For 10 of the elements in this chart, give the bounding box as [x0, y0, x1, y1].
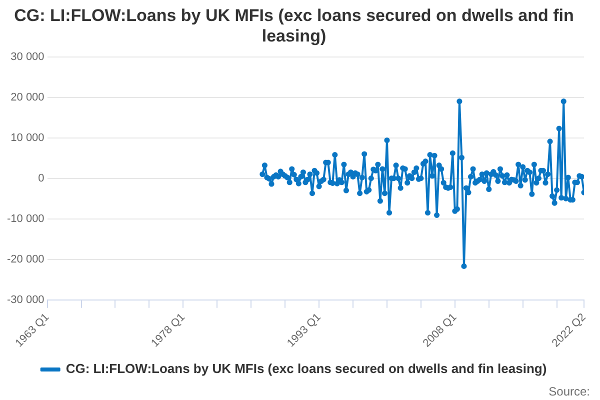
y-tick-label: -10 000 [6, 212, 44, 225]
chart-title: CG: LI:FLOW:Loans by UK MFIs (exc loans secured on dwells and fin leasing) [14, 6, 574, 46]
legend-label: CG: LI:FLOW:Loans by UK MFIs (exc loans secured on dwells and fin leasing) [66, 361, 547, 376]
y-tick-label: -30 000 [6, 294, 44, 306]
y-tick-label: 10 000 [10, 132, 44, 144]
y-tick-label: 20 000 [10, 91, 44, 104]
source-note: Source: [548, 384, 590, 398]
y-tick-label: 0 [38, 172, 44, 184]
y-tick-label: -20 000 [6, 253, 44, 266]
y-tick-label: 30 000 [10, 50, 44, 63]
